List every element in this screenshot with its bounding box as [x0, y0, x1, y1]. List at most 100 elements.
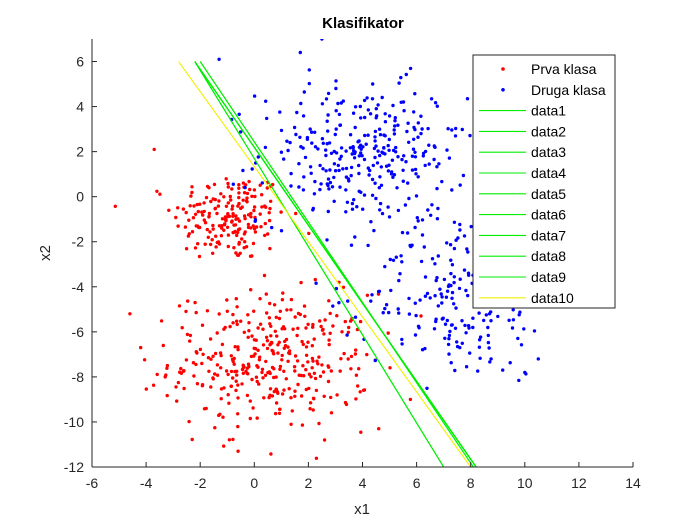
data-point [416, 135, 420, 139]
data-point [195, 382, 200, 386]
data-point [236, 253, 240, 257]
data-point [435, 186, 439, 191]
data-point [519, 343, 524, 347]
data-point [448, 329, 452, 334]
data-point [445, 318, 449, 323]
data-point [486, 340, 491, 345]
data-point [194, 310, 198, 315]
data-point [280, 298, 285, 302]
legend-box [472, 54, 616, 309]
data-point [326, 364, 330, 368]
data-point [254, 375, 259, 379]
data-point [382, 133, 386, 137]
data-point [468, 351, 472, 355]
data-point [269, 340, 274, 345]
data-point [464, 288, 468, 293]
data-point [433, 294, 437, 298]
data-point [249, 211, 253, 216]
data-point [247, 179, 251, 184]
data-point [379, 165, 383, 169]
data-point [181, 207, 186, 211]
data-point [253, 230, 258, 234]
data-point [365, 352, 369, 357]
data-point [251, 406, 255, 410]
data-point [373, 135, 377, 139]
data-point [434, 278, 438, 283]
data-point [242, 232, 247, 236]
data-point [198, 202, 202, 206]
data-point [458, 183, 462, 187]
data-point [392, 173, 397, 177]
data-point [232, 246, 236, 250]
data-point [278, 110, 282, 114]
data-point [252, 309, 256, 313]
data-point [192, 374, 196, 378]
data-point [257, 382, 261, 386]
data-point [224, 218, 228, 222]
y-tick-label: -2 [72, 234, 85, 250]
data-point [219, 234, 224, 238]
data-point [261, 343, 266, 347]
data-point [211, 227, 215, 231]
data-point [245, 196, 249, 200]
data-point [487, 312, 492, 316]
data-point [311, 396, 316, 400]
data-point [317, 421, 321, 426]
data-point [329, 151, 334, 155]
data-point [383, 264, 387, 269]
data-point [322, 438, 327, 442]
data-point [432, 157, 436, 162]
data-point [280, 392, 285, 396]
data-point [301, 114, 306, 118]
data-point [195, 351, 199, 355]
data-point [412, 110, 416, 114]
data-point [313, 130, 317, 134]
data-point [249, 226, 253, 230]
data-point [352, 198, 356, 202]
data-point [279, 150, 284, 154]
data-point [405, 231, 410, 235]
data-point [294, 132, 298, 137]
data-point [237, 191, 241, 195]
scatter-points [113, 39, 568, 460]
data-point [317, 355, 321, 359]
data-point [225, 225, 230, 229]
data-point [443, 322, 448, 326]
legend-label: data10 [531, 290, 574, 306]
data-point [289, 184, 293, 188]
data-point [426, 208, 430, 212]
data-point [184, 247, 189, 251]
data-point [247, 329, 251, 333]
data-point [184, 309, 188, 314]
data-point [263, 373, 268, 377]
data-point [255, 379, 259, 384]
data-point [358, 319, 363, 324]
data-point [321, 167, 325, 171]
data-point [348, 319, 353, 323]
data-point [246, 335, 250, 339]
data-point [346, 177, 351, 181]
boundary-line-data6 [199, 61, 474, 467]
data-point [370, 97, 375, 101]
data-point [248, 187, 252, 192]
data-point [338, 185, 342, 189]
data-point [308, 401, 313, 405]
data-point [496, 314, 500, 319]
data-point [268, 301, 272, 306]
data-point [307, 81, 311, 86]
data-point [224, 177, 228, 181]
data-point [216, 240, 221, 244]
data-point [353, 235, 357, 239]
data-point [334, 286, 339, 291]
data-point [219, 366, 223, 370]
boundary-line-data8 [194, 61, 445, 467]
data-point [444, 295, 449, 299]
data-point [222, 386, 226, 390]
data-point [195, 224, 200, 228]
data-point [221, 415, 225, 419]
data-point [197, 254, 202, 259]
x-tick-label: 14 [625, 475, 641, 491]
data-point [467, 326, 471, 330]
data-point [267, 218, 272, 223]
data-point [419, 259, 424, 264]
